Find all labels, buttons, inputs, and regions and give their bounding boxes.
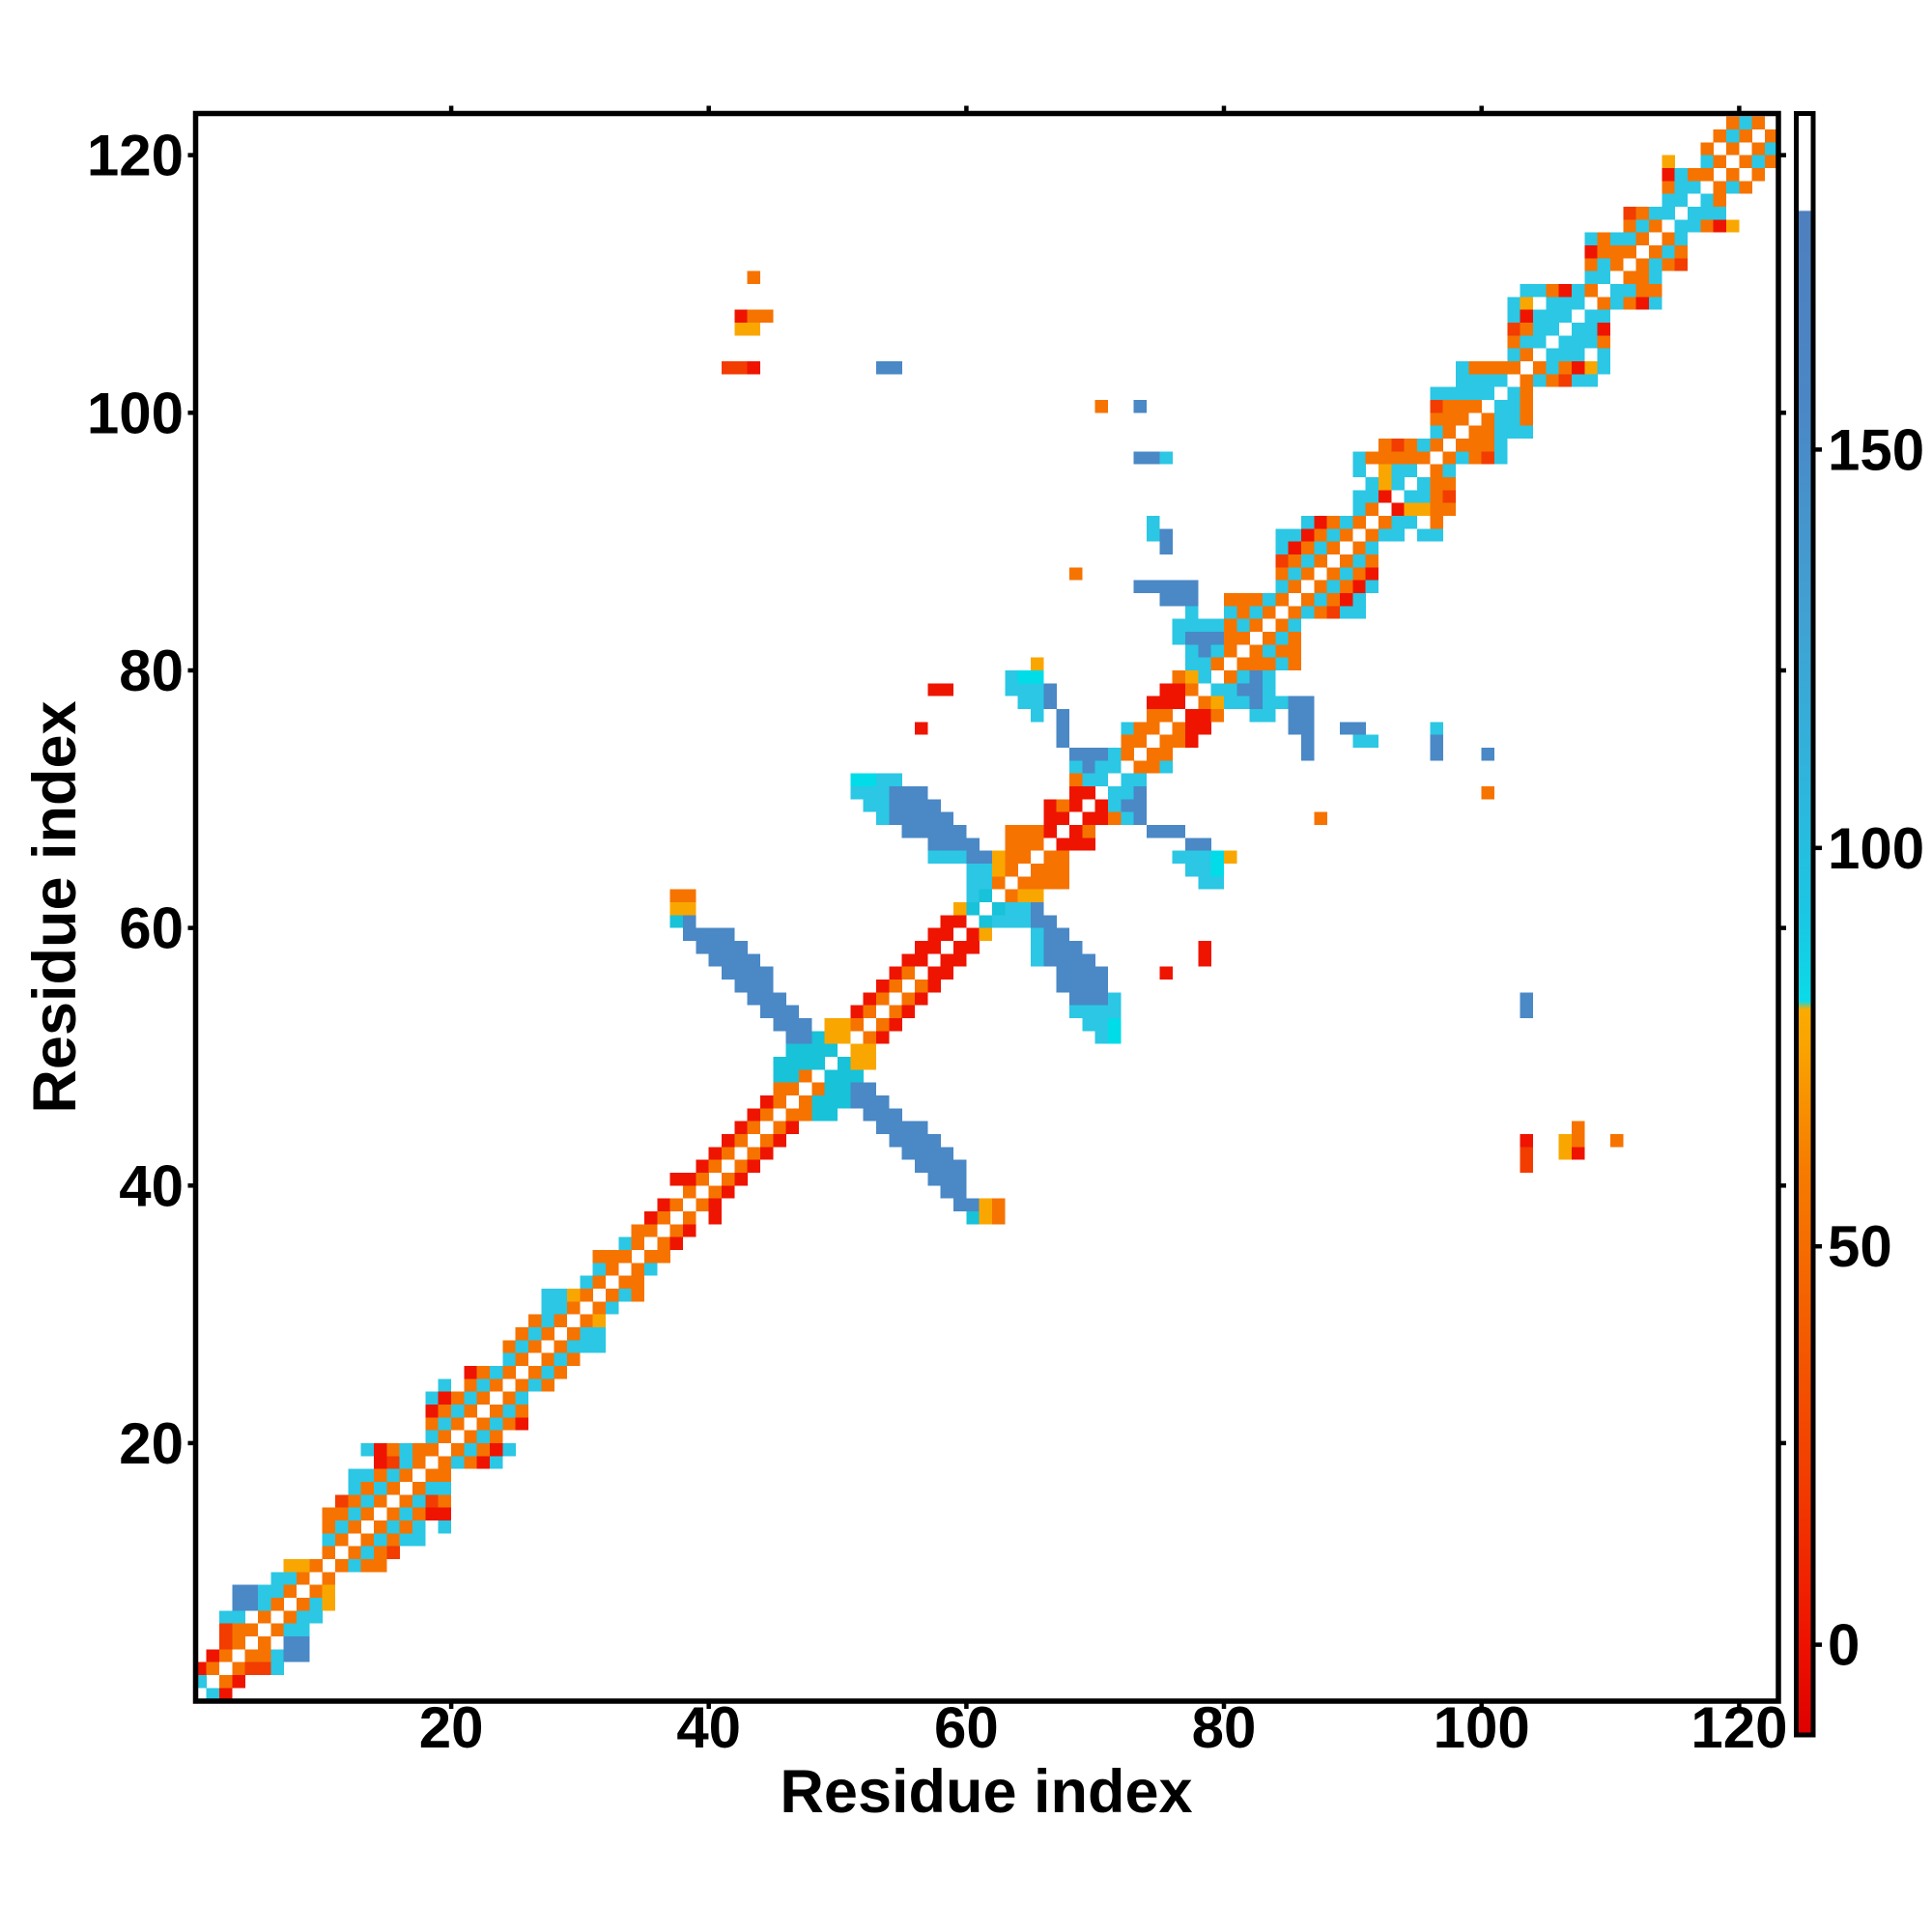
svg-text:60: 60 — [934, 1695, 999, 1760]
svg-text:100: 100 — [1434, 1695, 1530, 1760]
svg-text:80: 80 — [1192, 1695, 1257, 1760]
svg-text:120: 120 — [1690, 1695, 1787, 1760]
svg-text:Residue index: Residue index — [780, 1758, 1192, 1826]
svg-text:20: 20 — [419, 1695, 484, 1760]
svg-text:40: 40 — [119, 1153, 184, 1218]
svg-text:Residue index: Residue index — [21, 700, 89, 1113]
svg-text:20: 20 — [119, 1411, 184, 1476]
svg-text:40: 40 — [676, 1695, 741, 1760]
svg-text:80: 80 — [119, 639, 184, 703]
svg-text:120: 120 — [87, 124, 184, 188]
svg-text:100: 100 — [1828, 816, 1924, 881]
svg-text:100: 100 — [87, 381, 184, 445]
svg-text:50: 50 — [1828, 1214, 1892, 1279]
svg-text:150: 150 — [1828, 417, 1924, 482]
svg-text:0: 0 — [1828, 1613, 1860, 1678]
svg-text:60: 60 — [119, 896, 184, 961]
